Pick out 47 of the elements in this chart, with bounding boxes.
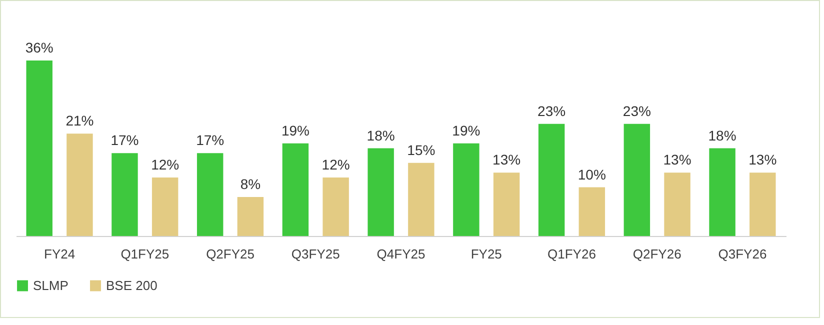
x-tick-label: Q2FY25 xyxy=(206,246,254,262)
data-label: 8% xyxy=(240,176,261,192)
bar xyxy=(453,143,480,236)
data-label: 18% xyxy=(366,127,395,144)
data-label: 10% xyxy=(578,166,606,182)
data-label: 13% xyxy=(492,152,521,168)
bar xyxy=(26,60,52,236)
data-label: 13% xyxy=(663,152,692,168)
bar xyxy=(196,153,224,236)
x-tick-label: Q1FY25 xyxy=(120,246,170,262)
x-tick-label: Q4FY25 xyxy=(376,246,426,262)
data-label: 19% xyxy=(452,122,480,138)
data-label: 23% xyxy=(622,102,651,119)
bar xyxy=(750,172,776,236)
bar xyxy=(578,187,606,236)
bar xyxy=(624,124,650,236)
bar xyxy=(538,124,565,236)
data-label: 36% xyxy=(25,40,54,56)
x-tick-label: Q3FY26 xyxy=(718,246,767,262)
bar xyxy=(282,143,309,236)
x-tick-label: FY24 xyxy=(44,246,76,262)
bar xyxy=(237,197,264,236)
legend-label: BSE 200 xyxy=(106,278,158,293)
data-label: 15% xyxy=(407,142,436,158)
data-label: 18% xyxy=(708,127,736,144)
bar xyxy=(368,148,394,236)
bar xyxy=(493,172,520,236)
bar xyxy=(322,178,349,236)
data-label: 21% xyxy=(66,112,94,129)
bar xyxy=(112,153,138,236)
bar xyxy=(408,162,434,236)
bar xyxy=(66,134,93,236)
x-tick-label: Q1FY26 xyxy=(548,246,596,262)
x-tick-label: Q3FY25 xyxy=(291,246,340,262)
legend-label: SLMP xyxy=(33,278,68,293)
data-label: 12% xyxy=(151,156,180,172)
data-label: 13% xyxy=(748,152,777,168)
data-label: 19% xyxy=(281,122,310,138)
data-label: 17% xyxy=(110,132,139,148)
data-label: 12% xyxy=(322,156,350,172)
bar xyxy=(709,148,736,236)
bar xyxy=(152,178,178,236)
bar xyxy=(664,172,690,236)
data-label: 23% xyxy=(538,102,566,119)
x-tick-label: Q2FY26 xyxy=(632,246,682,262)
data-label: 17% xyxy=(196,132,224,148)
x-tick-label: FY25 xyxy=(470,246,502,262)
